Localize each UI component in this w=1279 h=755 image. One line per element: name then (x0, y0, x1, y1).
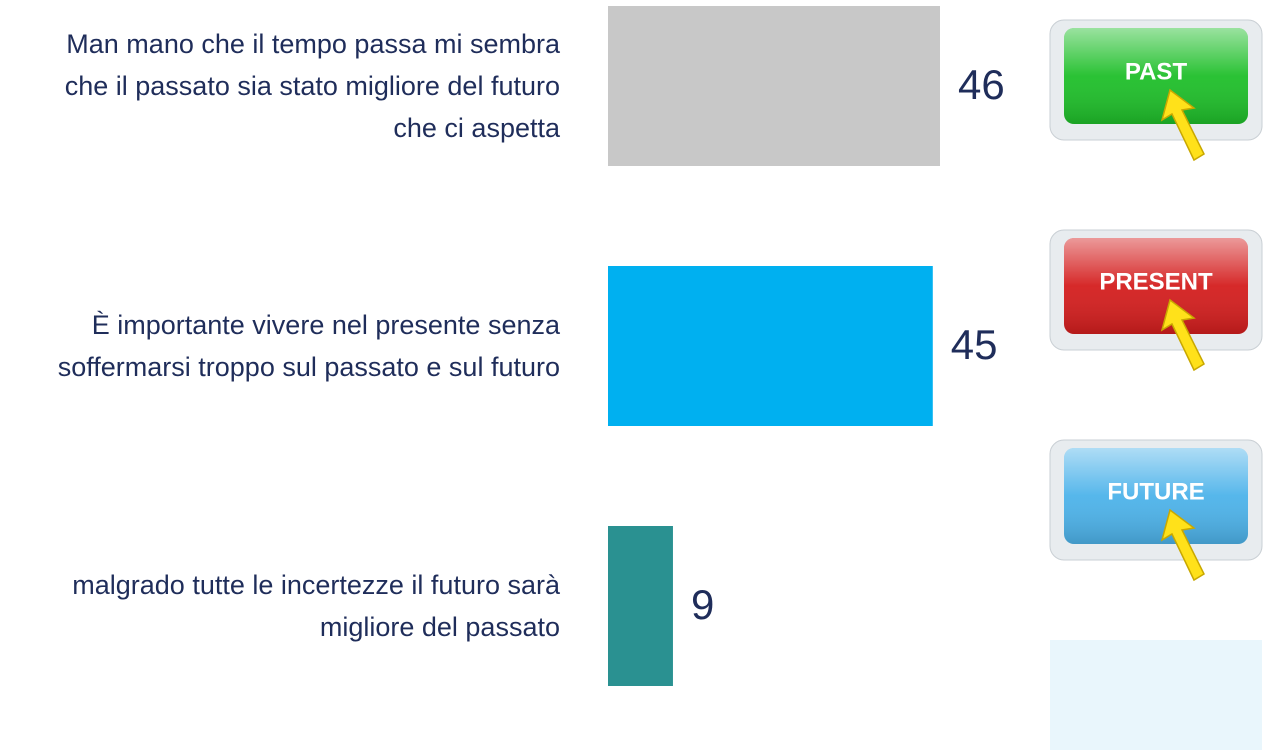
reflection (1050, 640, 1262, 750)
button-label: PRESENT (1099, 268, 1213, 295)
button-shine (1064, 28, 1248, 124)
bar (608, 6, 940, 166)
button-shine (1064, 238, 1248, 334)
category-label: malgrado tutte le incertezze il futuro s… (72, 570, 560, 642)
value-label: 45 (951, 321, 998, 368)
button-label: PAST (1125, 58, 1188, 85)
cursor-arrow (1160, 508, 1205, 582)
category-label: Man mano che il tempo passa mi sembra ch… (64, 29, 560, 143)
value-label: 9 (691, 581, 714, 628)
category-label: È importante vivere nel presente senza s… (57, 310, 560, 382)
cursor-arrow (1160, 88, 1205, 162)
bar (608, 266, 933, 426)
button-label: FUTURE (1107, 478, 1204, 505)
value-label: 46 (958, 61, 1005, 108)
bar (608, 526, 673, 686)
cursor-arrow (1160, 298, 1205, 372)
button-shine (1064, 448, 1248, 544)
